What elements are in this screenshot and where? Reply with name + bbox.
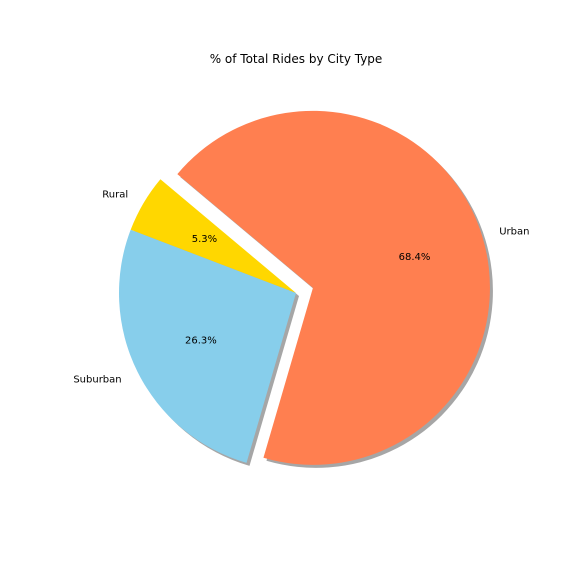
pie-slices <box>119 111 490 465</box>
slice-label-urban: Urban <box>499 226 529 237</box>
slice-label-rural: Rural <box>102 189 128 200</box>
slice-percent-suburban: 26.3% <box>185 335 217 346</box>
slice-percent-rural: 5.3% <box>192 234 217 245</box>
slice-label-suburban: Suburban <box>73 375 121 386</box>
pie-slice-suburban <box>119 230 296 463</box>
slice-percent-urban: 68.4% <box>399 252 431 263</box>
chart-title: % of Total Rides by City Type <box>210 52 383 66</box>
